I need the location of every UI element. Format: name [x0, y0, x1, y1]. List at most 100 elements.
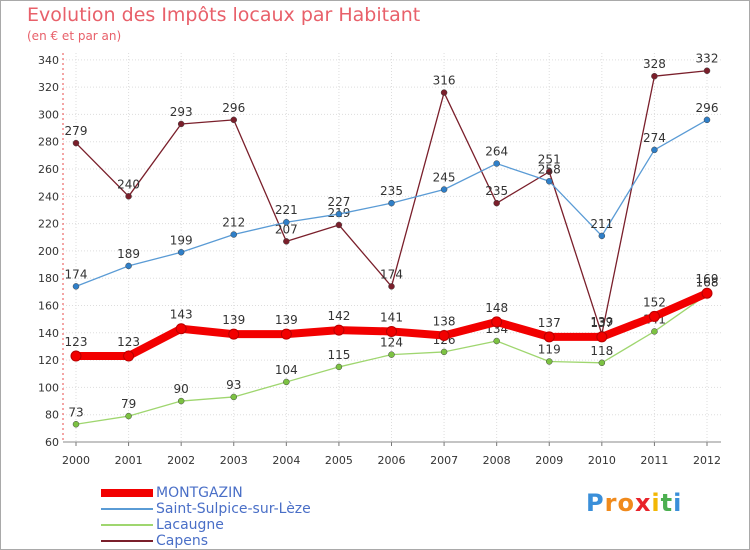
legend-swatch-lacaugne [101, 524, 153, 526]
data-point-saint-sulpice-sur-l-ze [72, 283, 80, 290]
y-tick-label: 260 [38, 163, 59, 176]
data-point-lacaugne [72, 421, 80, 428]
x-tick-label: 2009 [535, 454, 563, 467]
logo-letter: i [651, 489, 661, 517]
y-tick-label: 200 [38, 245, 59, 258]
data-label-capens: 328 [643, 57, 666, 71]
legend-swatch-saint-sulpice [101, 508, 153, 510]
data-point-saint-sulpice-sur-l-ze [388, 199, 395, 207]
data-label-capens: 139 [590, 315, 613, 329]
data-label-capens: 240 [117, 177, 140, 191]
data-label-lacaugne: 73 [68, 405, 83, 419]
data-point-lacaugne [177, 397, 185, 405]
x-tick-label: 2010 [588, 454, 616, 467]
logo-letter: P [586, 489, 605, 517]
data-point-lacaugne [493, 337, 500, 345]
data-label-saint-sulpice-sur-l-ze: 221 [275, 203, 298, 217]
y-tick-label: 220 [38, 218, 59, 231]
data-point-montgazin [386, 325, 397, 337]
legend-label-saint-sulpice: Saint-Sulpice-sur-Lèze [156, 501, 311, 517]
y-tick-label: 320 [38, 81, 59, 94]
data-point-saint-sulpice-sur-l-ze [703, 116, 711, 124]
data-point-capens [72, 139, 80, 147]
data-label-montgazin: 139 [275, 313, 298, 327]
x-tick-label: 2012 [693, 454, 721, 467]
data-point-capens [651, 72, 658, 80]
legend-label-capens: Capens [156, 533, 209, 549]
data-point-montgazin [543, 331, 555, 343]
data-point-capens [546, 168, 553, 175]
legend-label-montgazin: MONTGAZIN [156, 485, 243, 501]
data-point-lacaugne [546, 358, 553, 365]
data-point-capens [703, 67, 711, 74]
data-point-lacaugne [230, 393, 237, 401]
data-point-lacaugne [388, 351, 395, 358]
logo-letter: i [673, 489, 683, 517]
data-point-montgazin [175, 323, 187, 335]
y-tick-label: 160 [38, 300, 59, 313]
data-point-capens [493, 199, 500, 207]
data-point-capens [125, 193, 132, 200]
x-tick-label: 2011 [640, 454, 668, 467]
data-label-saint-sulpice-sur-l-ze: 258 [538, 162, 561, 176]
data-point-montgazin [596, 331, 608, 343]
y-tick-label: 300 [38, 108, 59, 121]
data-point-saint-sulpice-sur-l-ze [335, 210, 343, 218]
y-tick-label: 80 [45, 409, 59, 422]
proxiti-logo: Proxiti [586, 489, 682, 517]
data-label-capens: 251 [538, 153, 561, 167]
data-label-saint-sulpice-sur-l-ze: 174 [65, 267, 88, 281]
data-point-montgazin [701, 287, 713, 299]
data-point-capens [335, 221, 343, 229]
logo-letter: t [660, 489, 674, 517]
y-tick-label: 180 [38, 272, 59, 285]
data-label-lacaugne: 119 [538, 342, 561, 356]
y-tick-label: 240 [38, 190, 59, 203]
y-tick-label: 140 [38, 327, 59, 340]
data-point-lacaugne [125, 412, 132, 420]
data-label-montgazin: 139 [222, 313, 245, 327]
data-label-saint-sulpice-sur-l-ze: 212 [222, 216, 245, 230]
x-tick-label: 2001 [115, 454, 143, 467]
x-tick-label: 2007 [430, 454, 458, 467]
data-label-montgazin: 152 [643, 295, 666, 309]
data-point-saint-sulpice-sur-l-ze [283, 218, 290, 226]
data-point-saint-sulpice-sur-l-ze [651, 146, 658, 154]
x-tick-label: 2005 [325, 454, 353, 467]
data-label-montgazin: 137 [538, 316, 561, 330]
data-label-capens: 174 [380, 267, 403, 281]
data-point-saint-sulpice-sur-l-ze [230, 231, 237, 238]
logo-letter: r [604, 489, 618, 517]
x-tick-label: 2004 [272, 454, 300, 467]
data-label-saint-sulpice-sur-l-ze: 245 [433, 170, 456, 184]
data-point-saint-sulpice-sur-l-ze [493, 160, 500, 167]
x-tick-label: 2000 [62, 454, 90, 467]
y-tick-label: 120 [38, 354, 59, 367]
logo-letter: o [617, 489, 635, 517]
data-label-capens: 293 [170, 105, 193, 119]
data-point-capens [440, 89, 448, 96]
x-tick-label: 2002 [167, 454, 195, 467]
data-label-montgazin: 137 [590, 316, 613, 330]
data-label-lacaugne: 90 [174, 382, 189, 396]
data-label-lacaugne: 104 [275, 363, 298, 377]
data-label-montgazin: 138 [433, 315, 456, 329]
data-point-capens [388, 283, 395, 290]
data-label-lacaugne: 115 [327, 348, 350, 362]
data-label-montgazin: 123 [65, 335, 88, 349]
data-label-capens: 279 [65, 124, 88, 138]
data-label-lacaugne: 168 [696, 276, 719, 290]
data-point-lacaugne [651, 328, 658, 335]
data-point-montgazin [491, 316, 503, 328]
data-label-lacaugne: 79 [121, 397, 136, 411]
data-point-montgazin [648, 310, 660, 322]
data-point-lacaugne [440, 348, 448, 356]
data-point-montgazin [333, 324, 345, 336]
x-tick-label: 2003 [220, 454, 248, 467]
data-label-lacaugne: 118 [590, 344, 613, 358]
data-point-lacaugne [335, 363, 343, 371]
data-label-capens: 296 [222, 101, 245, 115]
data-point-saint-sulpice-sur-l-ze [546, 178, 553, 185]
data-point-saint-sulpice-sur-l-ze [125, 262, 132, 270]
